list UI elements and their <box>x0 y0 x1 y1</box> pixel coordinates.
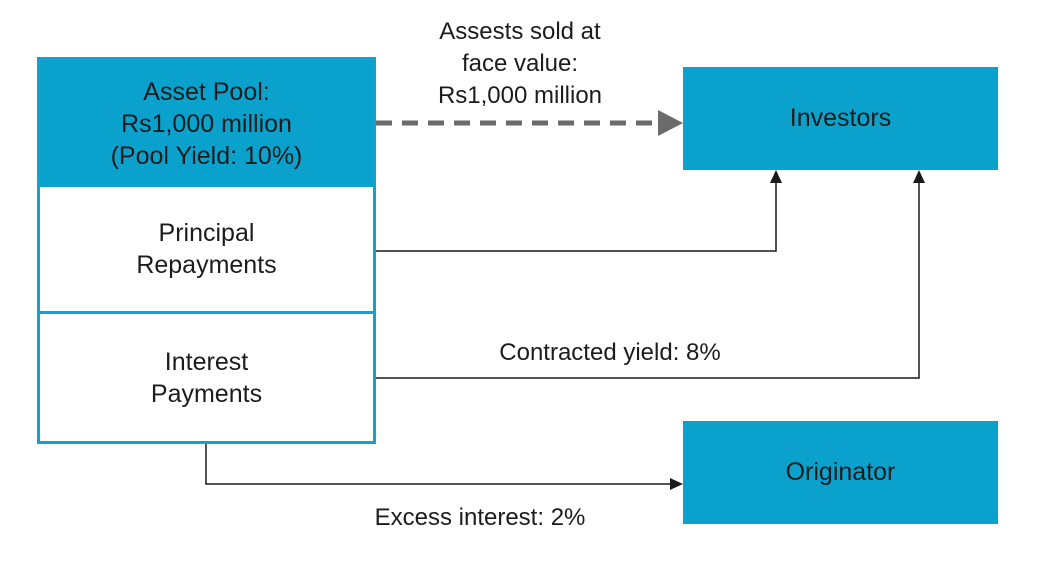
principal-arrowhead <box>770 170 782 183</box>
interest-to-investors-line <box>376 178 920 379</box>
originator-box: Originator <box>683 421 998 524</box>
investors-box: Investors <box>683 67 998 170</box>
asset-pool-header: Asset Pool: Rs1,000 million (Pool Yield:… <box>40 60 373 187</box>
interest-arrowhead <box>913 170 925 183</box>
contracted-yield-label: Contracted yield: 8% <box>499 339 721 366</box>
principal-repayments-box: Principal Repayments <box>40 187 373 314</box>
interest-payments-box: Interest Payments <box>150 347 263 408</box>
assets-sold-arrowhead <box>658 110 683 136</box>
assets-sold-label: Assests sold at face value: Rs1,000 mill… <box>437 18 603 109</box>
excess-interest-label: Excess interest: 2% <box>374 504 586 531</box>
excess-arrowhead <box>670 478 683 490</box>
excess-to-originator-line <box>205 444 672 485</box>
asset-pool-stack: Asset Pool: Rs1,000 million (Pool Yield:… <box>37 57 376 444</box>
principal-to-investors-line <box>376 178 777 252</box>
